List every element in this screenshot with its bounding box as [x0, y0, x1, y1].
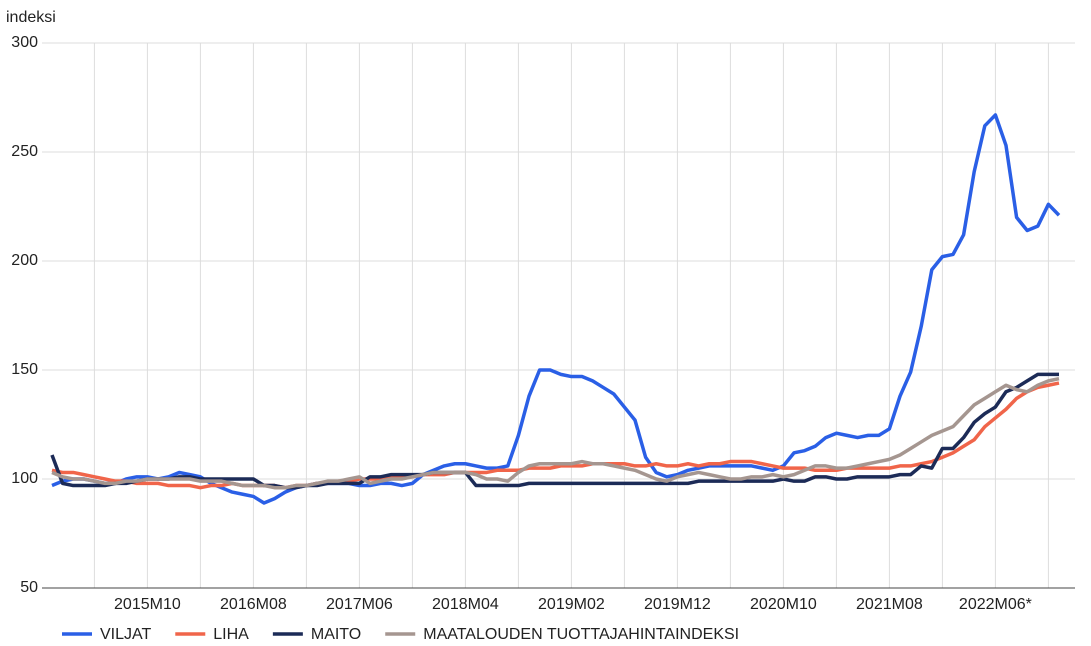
y-tick-label: 250: [11, 143, 38, 160]
y-axis-label: indeksi: [6, 9, 56, 26]
series-line: [51, 381, 1060, 490]
x-tick-label: 2018M04: [432, 596, 499, 613]
series-line: [51, 377, 1060, 490]
x-tick-label: 2019M12: [644, 596, 711, 613]
y-tick-label: 300: [11, 34, 38, 51]
y-tick-label: 100: [11, 470, 38, 487]
legend-label: MAITO: [311, 626, 361, 643]
legend-label: VILJAT: [100, 626, 152, 643]
x-tick-label: 2021M08: [856, 596, 923, 613]
x-tick-label: 2015M10: [114, 596, 181, 613]
x-tick-label: 2020M10: [750, 596, 817, 613]
x-tick-label: 2016M08: [220, 596, 287, 613]
y-tick-label: 150: [11, 361, 38, 378]
y-tick-label: 200: [11, 252, 38, 269]
x-tick-label: 2022M06*: [959, 596, 1032, 613]
y-tick-label: 50: [20, 579, 38, 596]
legend-label: MAATALOUDEN TUOTTAJAHINTAINDEKSI: [423, 626, 739, 643]
legend-label: LIHA: [213, 626, 249, 643]
series-line: [50, 372, 1059, 490]
series-line: [51, 113, 1061, 505]
x-tick-label: 2017M06: [326, 596, 393, 613]
x-tick-label: 2019M02: [538, 596, 605, 613]
